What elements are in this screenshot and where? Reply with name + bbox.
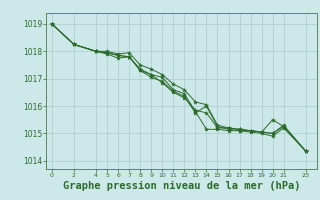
- X-axis label: Graphe pression niveau de la mer (hPa): Graphe pression niveau de la mer (hPa): [63, 181, 300, 191]
